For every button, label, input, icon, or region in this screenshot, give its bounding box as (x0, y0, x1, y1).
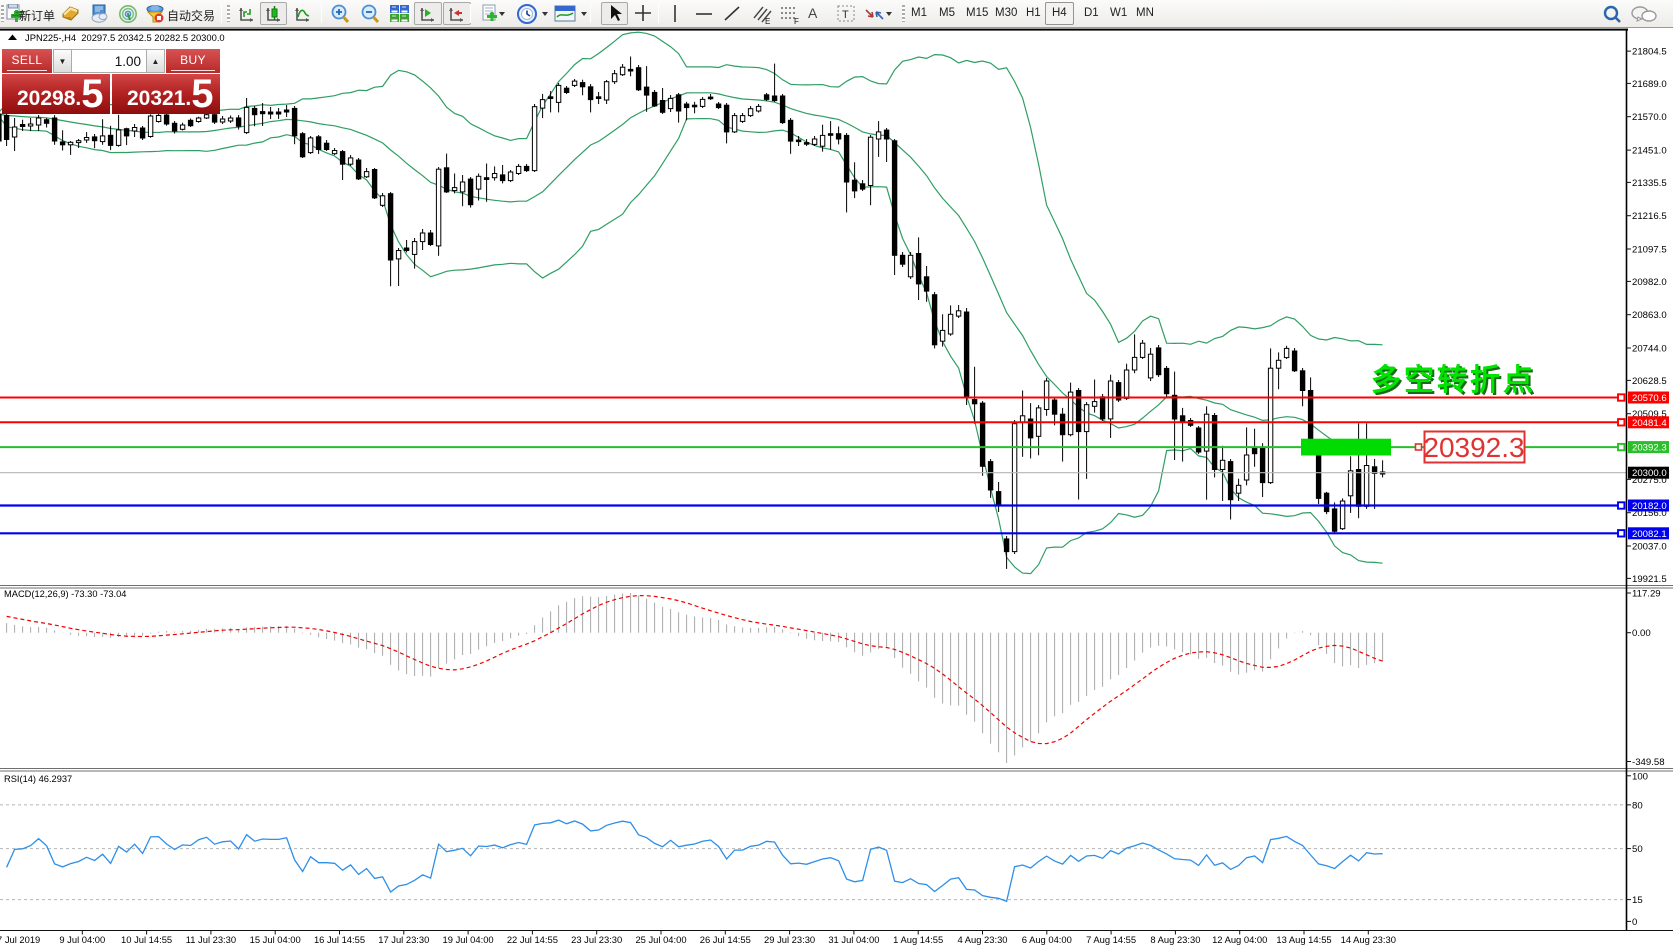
svg-text:RSI(14) 46.2937: RSI(14) 46.2937 (4, 774, 72, 784)
svg-text:多空转折点: 多空转折点 (1373, 366, 1538, 399)
svg-text:20037.0: 20037.0 (1632, 542, 1667, 553)
svg-text:21451.0: 21451.0 (1632, 146, 1667, 157)
svg-text:13 Aug 14:55: 13 Aug 14:55 (1276, 934, 1331, 945)
svg-text:31 Jul 04:00: 31 Jul 04:00 (828, 934, 879, 945)
svg-text:7 Aug 14:55: 7 Aug 14:55 (1086, 934, 1136, 945)
svg-text:12 Aug 04:00: 12 Aug 04:00 (1212, 934, 1267, 945)
svg-text:-349.58: -349.58 (1632, 757, 1665, 768)
svg-text:20982.0: 20982.0 (1632, 277, 1667, 288)
svg-text:20570.6: 20570.6 (1632, 393, 1667, 404)
svg-text:20392.3: 20392.3 (1632, 443, 1667, 454)
svg-text:117.29: 117.29 (1632, 589, 1661, 600)
svg-text:8 Aug 23:30: 8 Aug 23:30 (1150, 934, 1200, 945)
svg-text:50: 50 (1632, 844, 1643, 855)
svg-text:21097.5: 21097.5 (1632, 245, 1667, 256)
svg-text:多空转折点: 多空转折点 (1371, 364, 1536, 397)
svg-text:14 Aug 23:30: 14 Aug 23:30 (1341, 934, 1396, 945)
svg-text:20300.0: 20300.0 (1632, 468, 1667, 479)
svg-text:20863.0: 20863.0 (1632, 310, 1667, 321)
svg-text:21804.5: 21804.5 (1632, 47, 1667, 58)
svg-text:100: 100 (1632, 771, 1648, 782)
svg-text:4 Aug 23:30: 4 Aug 23:30 (957, 934, 1007, 945)
svg-text:E: E (765, 17, 770, 25)
svg-text:6 Aug 04:00: 6 Aug 04:00 (1022, 934, 1072, 945)
svg-text:0.00: 0.00 (1632, 628, 1651, 639)
svg-text:29 Jul 23:30: 29 Jul 23:30 (764, 934, 815, 945)
svg-text:11 Jul 23:30: 11 Jul 23:30 (186, 934, 236, 945)
svg-text:23 Jul 23:30: 23 Jul 23:30 (571, 934, 622, 945)
svg-text:21216.5: 21216.5 (1632, 211, 1667, 222)
svg-text:0: 0 (1632, 917, 1637, 928)
svg-text:9 Jul 04:00: 9 Jul 04:00 (59, 934, 105, 945)
svg-text:7 Jul 2019: 7 Jul 2019 (0, 934, 40, 945)
svg-text:F: F (794, 17, 799, 25)
svg-text:21570.0: 21570.0 (1632, 112, 1667, 123)
svg-text:20392.3: 20392.3 (1423, 432, 1524, 463)
svg-text:20156.0: 20156.0 (1632, 508, 1667, 519)
svg-text:20744.0: 20744.0 (1632, 344, 1667, 355)
svg-text:21335.5: 21335.5 (1632, 178, 1667, 189)
svg-text:20082.1: 20082.1 (1632, 529, 1667, 540)
svg-text:20275.0: 20275.0 (1632, 475, 1667, 486)
svg-text:JPN225-,H4 20297.5 20342.5 20: JPN225-,H4 20297.5 20342.5 20282.5 20300… (25, 32, 225, 43)
svg-text:20182.0: 20182.0 (1632, 501, 1667, 512)
svg-text:19921.5: 19921.5 (1632, 574, 1667, 585)
svg-text:16 Jul 14:55: 16 Jul 14:55 (314, 934, 365, 945)
svg-text:15 Jul 04:00: 15 Jul 04:00 (250, 934, 301, 945)
svg-text:20628.5: 20628.5 (1632, 376, 1667, 387)
svg-text:19 Jul 04:00: 19 Jul 04:00 (443, 934, 494, 945)
svg-text:22 Jul 14:55: 22 Jul 14:55 (507, 934, 558, 945)
svg-text:10 Jul 14:55: 10 Jul 14:55 (121, 934, 172, 945)
svg-text:1 Aug 14:55: 1 Aug 14:55 (893, 934, 943, 945)
svg-text:80: 80 (1632, 800, 1643, 811)
svg-text:25 Jul 04:00: 25 Jul 04:00 (635, 934, 686, 945)
svg-text:20509.5: 20509.5 (1632, 409, 1667, 420)
svg-text:15: 15 (1632, 895, 1643, 906)
svg-text:17 Jul 23:30: 17 Jul 23:30 (378, 934, 429, 945)
svg-text:26 Jul 14:55: 26 Jul 14:55 (700, 934, 751, 945)
svg-text:21689.0: 21689.0 (1632, 79, 1667, 90)
svg-text:MACD(12,26,9) -73.30 -73.04: MACD(12,26,9) -73.30 -73.04 (4, 589, 126, 599)
svg-text:20481.4: 20481.4 (1632, 418, 1667, 429)
svg-text:T: T (842, 9, 849, 21)
